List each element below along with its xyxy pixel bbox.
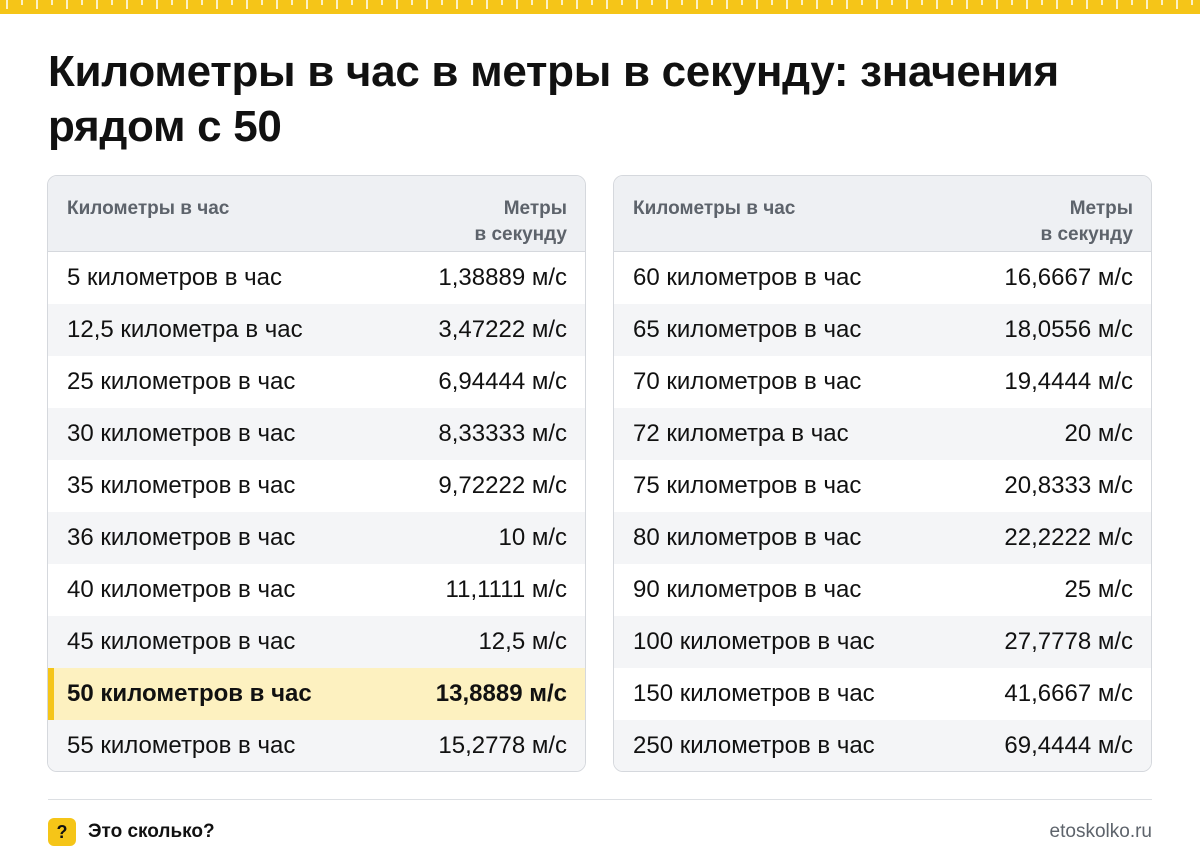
table-row: 65 километров в час 18,0556 м/с <box>614 304 1151 356</box>
table-row: 5 километров в час 1,38889 м/с <box>48 252 585 304</box>
conversion-table-right: Километры в час Метры в секунду 60 килом… <box>613 175 1152 772</box>
kmh-cell: 60 километров в час <box>633 264 862 291</box>
ms-cell: 22,2222 м/с <box>1004 524 1133 551</box>
kmh-cell: 5 километров в час <box>67 264 282 291</box>
ms-cell: 9,72222 м/с <box>438 472 567 499</box>
kmh-cell: 25 километров в час <box>67 368 296 395</box>
column-header-ms-line1: Метры <box>503 198 567 219</box>
highlighted-row: 50 километров в час 13,8889 м/с <box>48 668 585 720</box>
ms-cell: 1,38889 м/с <box>438 264 567 291</box>
table-header: Километры в час Метры в секунду <box>614 176 1151 252</box>
kmh-cell: 90 километров в час <box>633 576 862 603</box>
ms-cell: 19,4444 м/с <box>1004 368 1133 395</box>
site-url[interactable]: etoskolko.ru <box>1049 821 1152 842</box>
kmh-cell: 65 километров в час <box>633 316 862 343</box>
kmh-cell: 40 километров в час <box>67 576 296 603</box>
table-row: 12,5 километра в час 3,47222 м/с <box>48 304 585 356</box>
ms-cell: 25 м/с <box>1064 576 1133 603</box>
kmh-cell: 150 километров в час <box>633 680 875 707</box>
kmh-cell: 50 километров в час <box>67 680 312 707</box>
table-row: 80 километров в час 22,2222 м/с <box>614 512 1151 564</box>
table-row: 55 километров в час 15,2778 м/с <box>48 720 585 771</box>
question-mark-icon: ? <box>48 818 76 846</box>
kmh-cell: 75 километров в час <box>633 472 862 499</box>
table-row: 60 километров в час 16,6667 м/с <box>614 252 1151 304</box>
kmh-cell: 55 километров в час <box>67 732 296 759</box>
ruler-strip <box>0 0 1200 14</box>
table-row: 150 километров в час 41,6667 м/с <box>614 668 1151 720</box>
conversion-table-left: Километры в час Метры в секунду 5 киломе… <box>47 175 586 772</box>
kmh-cell: 250 километров в час <box>633 732 875 759</box>
table-row: 100 километров в час 27,7778 м/с <box>614 616 1151 668</box>
ms-cell: 69,4444 м/с <box>1004 732 1133 759</box>
kmh-cell: 30 километров в час <box>67 420 296 447</box>
ms-cell: 16,6667 м/с <box>1004 264 1133 291</box>
ms-cell: 20 м/с <box>1064 420 1133 447</box>
table-row: 25 километров в час 6,94444 м/с <box>48 356 585 408</box>
ms-cell: 12,5 м/с <box>478 628 567 655</box>
table-row: 30 километров в час 8,33333 м/с <box>48 408 585 460</box>
kmh-cell: 36 километров в час <box>67 524 296 551</box>
ms-cell: 8,33333 м/с <box>438 420 567 447</box>
table-row: 35 километров в час 9,72222 м/с <box>48 460 585 512</box>
ms-cell: 41,6667 м/с <box>1004 680 1133 707</box>
page-title: Километры в час в метры в секунду: значе… <box>48 47 1059 151</box>
kmh-cell: 45 километров в час <box>67 628 296 655</box>
ruler-ticks <box>6 0 1193 9</box>
table-header: Километры в час Метры в секунду <box>48 176 585 252</box>
ms-cell: 3,47222 м/с <box>438 316 567 343</box>
column-header-ms-line2: в секунду <box>474 224 567 245</box>
column-header-ms: Метры в секунду <box>474 196 567 248</box>
table-row: 36 километров в час 10 м/с <box>48 512 585 564</box>
kmh-cell: 35 километров в час <box>67 472 296 499</box>
column-header-ms: Метры в секунду <box>1040 196 1133 248</box>
footer-divider <box>48 799 1152 800</box>
ms-cell: 18,0556 м/с <box>1004 316 1133 343</box>
ms-cell: 11,1111 м/с <box>445 576 567 603</box>
column-header-kmh: Километры в час <box>67 198 230 219</box>
column-header-kmh: Километры в час <box>633 198 796 219</box>
kmh-cell: 100 километров в час <box>633 628 875 655</box>
column-header-ms-line1: Метры <box>1069 198 1133 219</box>
kmh-cell: 70 километров в час <box>633 368 862 395</box>
kmh-cell: 72 километра в час <box>633 420 849 447</box>
table-row: 45 километров в час 12,5 м/с <box>48 616 585 668</box>
column-header-ms-line2: в секунду <box>1040 224 1133 245</box>
ms-cell: 27,7778 м/с <box>1004 628 1133 655</box>
brand-name[interactable]: Это сколько? <box>88 821 215 842</box>
ms-cell: 13,8889 м/с <box>435 680 567 707</box>
table-row: 72 километра в час 20 м/с <box>614 408 1151 460</box>
ms-cell: 20,8333 м/с <box>1004 472 1133 499</box>
ms-cell: 10 м/с <box>498 524 567 551</box>
ms-cell: 6,94444 м/с <box>438 368 567 395</box>
table-row: 40 километров в час 11,1111 м/с <box>48 564 585 616</box>
table-row: 75 километров в час 20,8333 м/с <box>614 460 1151 512</box>
ms-cell: 15,2778 м/с <box>438 732 567 759</box>
kmh-cell: 12,5 километра в час <box>67 316 303 343</box>
table-row: 90 километров в час 25 м/с <box>614 564 1151 616</box>
table-row: 250 километров в час 69,4444 м/с <box>614 720 1151 771</box>
table-row: 70 километров в час 19,4444 м/с <box>614 356 1151 408</box>
kmh-cell: 80 километров в час <box>633 524 862 551</box>
